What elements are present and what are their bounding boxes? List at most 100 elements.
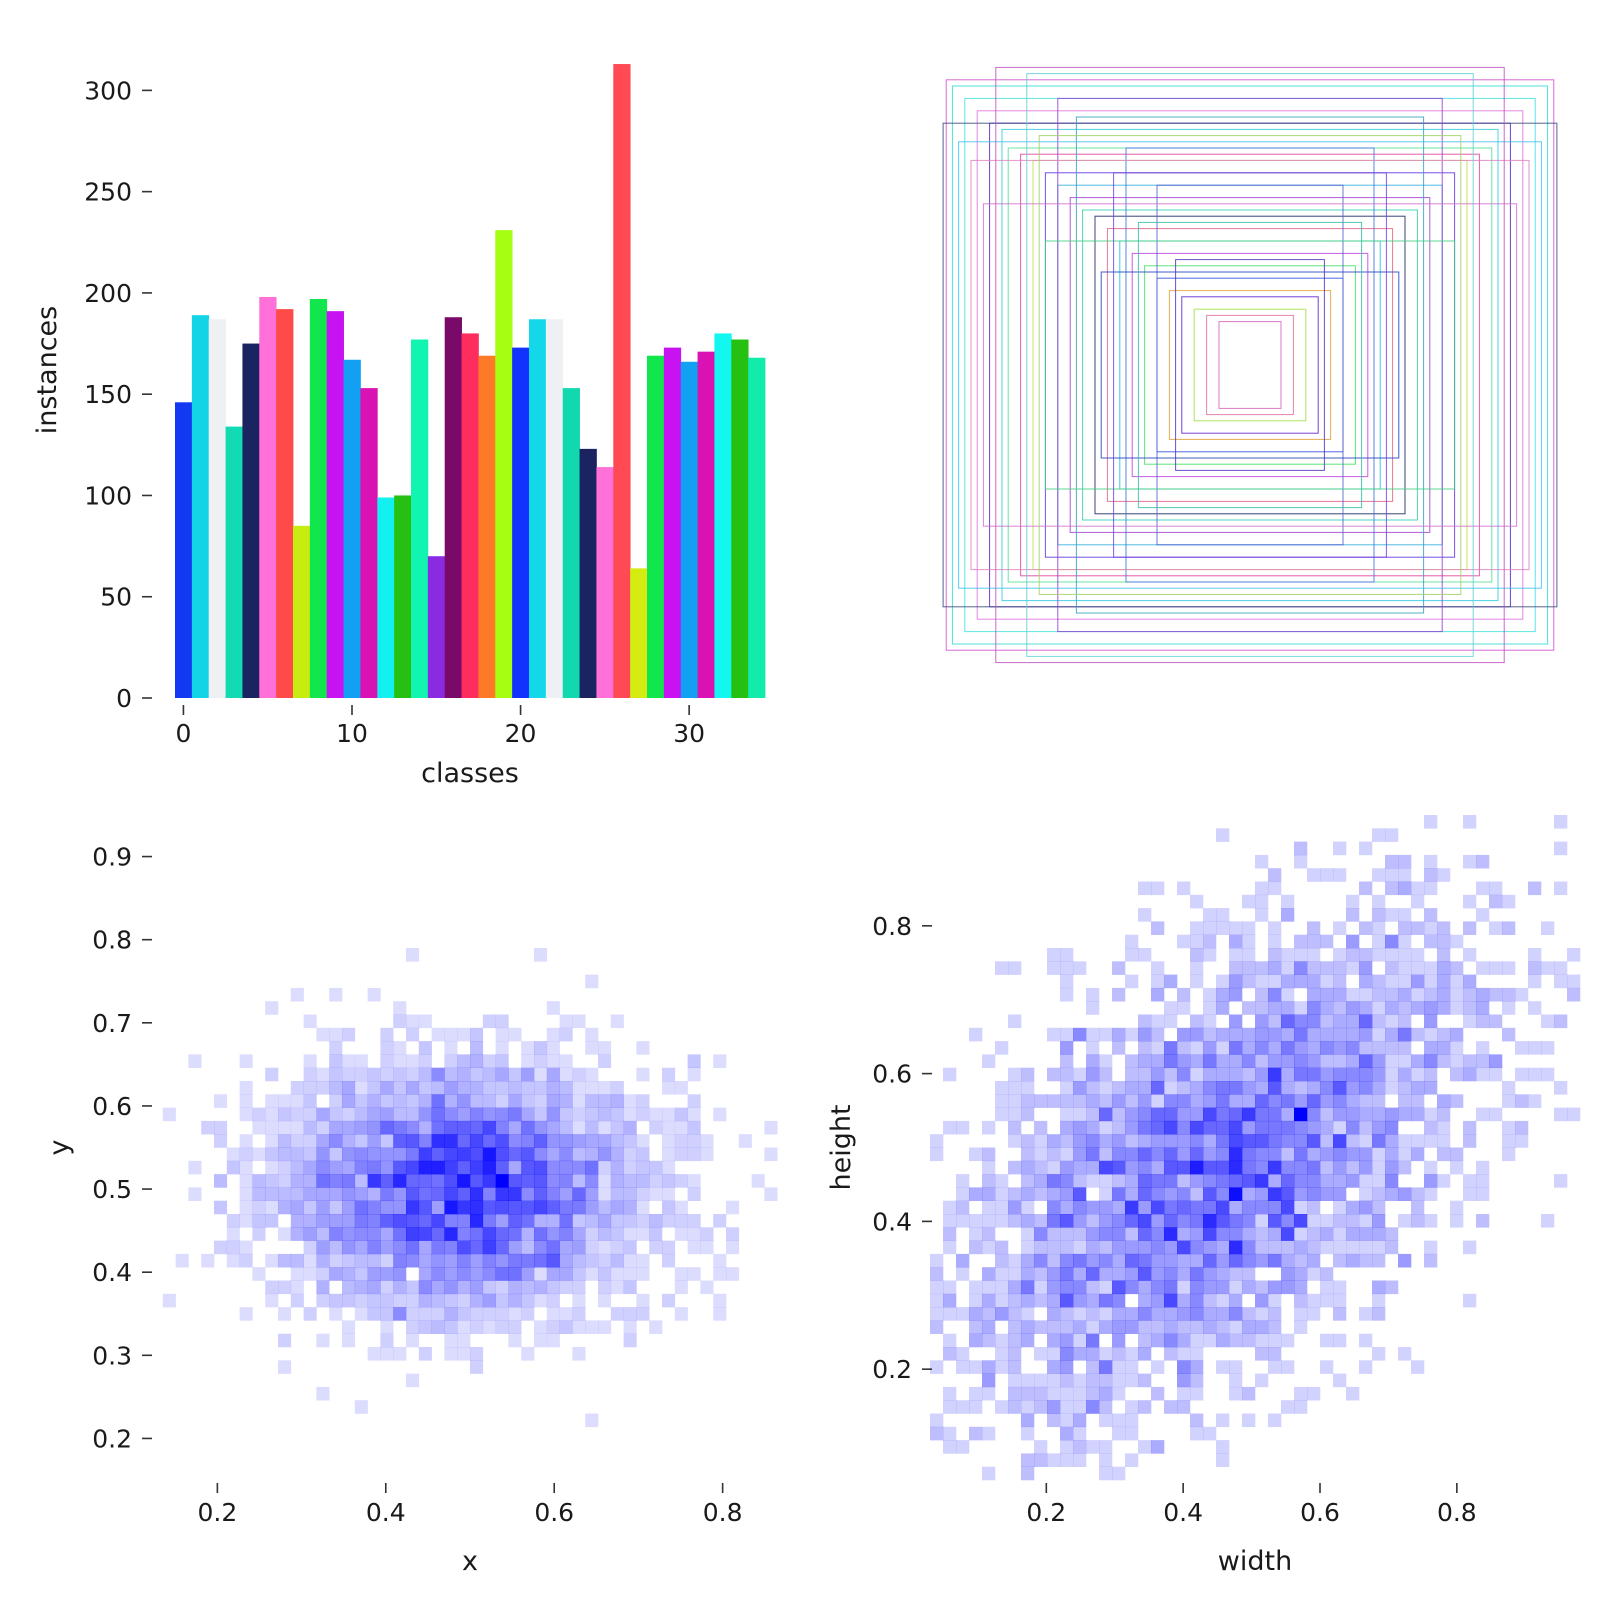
heat-cell <box>1255 1001 1269 1015</box>
heat-cell <box>1424 1160 1438 1175</box>
heat-cell <box>431 1067 445 1082</box>
heat-cell <box>521 1293 535 1308</box>
heat-cell <box>1450 1067 1464 1082</box>
heat-cell <box>1073 1147 1087 1162</box>
heat-cell <box>252 1187 266 1201</box>
heat-cell <box>636 1227 650 1241</box>
heat-cell <box>1138 1253 1152 1268</box>
heat-cell <box>1489 1014 1503 1029</box>
heat-cell <box>995 1200 1009 1215</box>
heat-cell <box>1203 1041 1217 1055</box>
heat-cell <box>1203 1267 1217 1281</box>
heat-cell <box>546 1054 560 1068</box>
heat-cell <box>1216 1360 1230 1374</box>
heat-cell <box>1190 1214 1204 1228</box>
heat-cell <box>495 1280 509 1295</box>
heat-cell <box>444 1041 458 1055</box>
heat-cell <box>1281 1360 1295 1374</box>
heat-cell <box>1411 1001 1425 1015</box>
heat-cell <box>943 1067 957 1082</box>
heat-cell <box>1151 974 1165 989</box>
heat-cell <box>610 1094 624 1108</box>
heat-cell <box>1073 1067 1087 1082</box>
heat-cell <box>1281 1253 1295 1268</box>
heat-cell <box>534 1107 548 1122</box>
heat-cell <box>418 1174 432 1188</box>
heat-cell <box>329 1307 343 1321</box>
heat-cell <box>662 1187 676 1201</box>
heat-cell <box>700 1134 714 1148</box>
heat-cell <box>1424 961 1438 975</box>
y-tick-label: 50 <box>100 583 132 612</box>
heat-cell <box>1281 908 1295 922</box>
bounding-box-33 <box>1100 271 1400 459</box>
heat-cell <box>393 1240 407 1255</box>
heat-cell <box>764 1147 778 1162</box>
heat-cell <box>546 1134 560 1148</box>
heat-cell <box>1060 1347 1074 1361</box>
heat-cell <box>1216 974 1230 989</box>
heat-cell <box>1099 1253 1113 1268</box>
heat-cell <box>1073 1440 1087 1454</box>
heat-cell <box>1229 1081 1243 1095</box>
heat-cell <box>956 1307 970 1321</box>
heat-cell <box>1450 1054 1464 1068</box>
heat-cell <box>623 1240 637 1255</box>
heat-cell <box>1346 1001 1360 1015</box>
heat-cell <box>969 1360 983 1374</box>
heat-cell <box>1216 1307 1230 1321</box>
heat-cell <box>290 1107 304 1122</box>
heat-cell <box>342 1320 356 1334</box>
heat-cell <box>329 1120 343 1135</box>
heat-cell <box>1021 1081 1035 1095</box>
bounding-box-1 <box>951 85 1549 645</box>
heat-cell <box>1333 1054 1347 1068</box>
heat-cell <box>649 1107 663 1122</box>
heat-cell <box>1203 1214 1217 1228</box>
heat-cell <box>1411 1187 1425 1201</box>
heat-cell <box>1229 1160 1243 1175</box>
heat-cell <box>457 1267 471 1281</box>
heat-cell <box>1463 1001 1477 1015</box>
heat-cell <box>598 1094 612 1108</box>
heat-cell <box>1229 1174 1243 1188</box>
x-tick-label: 30 <box>673 719 705 748</box>
heat-cell <box>1411 1214 1425 1228</box>
heat-cell <box>1424 1174 1438 1188</box>
heat-cell <box>1385 868 1399 882</box>
heat-cell <box>1034 1453 1048 1467</box>
heat-cell <box>1203 1253 1217 1268</box>
heat-cell <box>1541 1067 1555 1082</box>
heat-cell <box>380 1120 394 1135</box>
heat-cell <box>713 1293 727 1308</box>
heat-cell <box>1034 1120 1048 1135</box>
heat-cell <box>457 1160 471 1175</box>
heat-cell <box>1450 1041 1464 1055</box>
heat-cell <box>444 1267 458 1281</box>
heat-cell <box>1398 1147 1412 1162</box>
heat-cell <box>1268 1160 1282 1175</box>
heat-cell <box>188 1054 202 1068</box>
heat-cell <box>1060 1253 1074 1268</box>
heat-cell <box>418 1214 432 1228</box>
heat-cell <box>674 1227 688 1241</box>
heat-cell <box>687 1240 701 1255</box>
heat-cell <box>1164 1240 1178 1255</box>
heat-cell <box>431 1027 445 1042</box>
heat-cell <box>1151 1027 1165 1042</box>
heat-cell <box>1138 1227 1152 1241</box>
y-tick-label: 0.2 <box>92 1424 132 1453</box>
heat-cell <box>316 1160 330 1175</box>
heat-cell <box>508 1267 522 1281</box>
heat-cell <box>1372 1147 1386 1162</box>
heat-cell <box>1229 1200 1243 1215</box>
heat-cell <box>457 1333 471 1348</box>
heat-cell <box>623 1200 637 1215</box>
heat-cell <box>444 1227 458 1241</box>
heat-cell <box>482 1094 496 1108</box>
heat-cell <box>444 1081 458 1095</box>
heat-cell <box>1177 1227 1191 1241</box>
heat-cell <box>1099 1147 1113 1162</box>
heat-cell <box>1229 961 1243 975</box>
heat-cell <box>1203 1160 1217 1175</box>
